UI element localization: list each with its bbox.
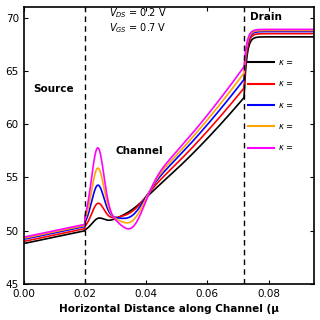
Text: Source: Source	[33, 84, 74, 94]
Text: Channel: Channel	[116, 146, 163, 156]
Text: $\kappa$ =: $\kappa$ =	[278, 100, 293, 109]
Text: $V_{GS}$ = 0.7 V: $V_{GS}$ = 0.7 V	[109, 21, 167, 35]
Text: $V_{DS}$ = 0.2 V: $V_{DS}$ = 0.2 V	[109, 7, 167, 20]
Text: $\kappa$ =: $\kappa$ =	[278, 58, 293, 67]
Text: $\kappa$ =: $\kappa$ =	[278, 79, 293, 88]
Text: $\kappa$ =: $\kappa$ =	[278, 143, 293, 152]
Text: Drain: Drain	[250, 12, 282, 22]
Text: $\kappa$ =: $\kappa$ =	[278, 122, 293, 131]
X-axis label: Horizontal Distance along Channel (μ: Horizontal Distance along Channel (μ	[59, 304, 279, 315]
